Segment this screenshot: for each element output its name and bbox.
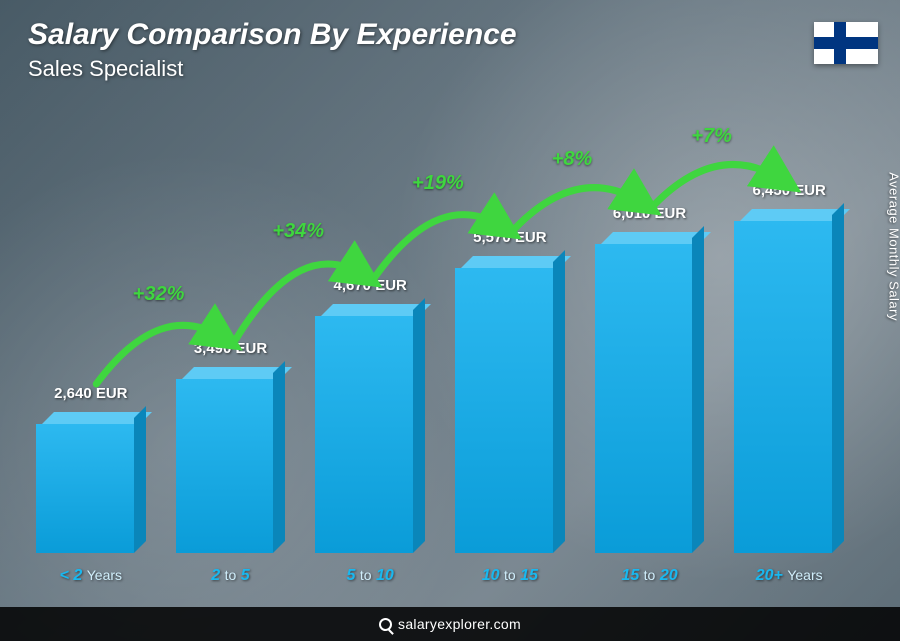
x-axis-label: 20+ Years [728, 567, 850, 585]
page-subtitle: Sales Specialist [28, 56, 517, 82]
delta-badge: +19% [412, 172, 464, 195]
footer-site: salaryexplorer.com [398, 616, 521, 632]
magnifier-icon [379, 618, 392, 631]
delta-badge: +34% [272, 220, 324, 243]
page-title: Salary Comparison By Experience [28, 18, 517, 52]
delta-badge: +8% [552, 148, 593, 171]
x-axis-label: 10 to 15 [449, 567, 571, 585]
finland-flag-icon [814, 22, 878, 64]
x-axis-label: 5 to 10 [309, 567, 431, 585]
delta-badge: +7% [691, 125, 732, 148]
x-axis-label: 2 to 5 [170, 567, 292, 585]
header-block: Salary Comparison By Experience Sales Sp… [28, 18, 517, 82]
x-axis-label: < 2 Years [30, 567, 152, 585]
delta-badge: +32% [133, 283, 185, 306]
bar-chart: 2,640 EUR3,490 EUR4,670 EUR5,570 EUR6,01… [30, 110, 850, 581]
footer-bar: salaryexplorer.com [0, 607, 900, 641]
y-axis-label: Average Monthly Salary [887, 172, 900, 321]
x-axis-labels: < 2 Years 2 to 5 5 to 10 10 to 15 15 to 20 20… [30, 567, 850, 585]
infographic-stage: Salary Comparison By Experience Sales Sp… [0, 0, 900, 641]
x-axis-label: 15 to 20 [589, 567, 711, 585]
bars-container: 2,640 EUR3,490 EUR4,670 EUR5,570 EUR6,01… [30, 110, 850, 553]
